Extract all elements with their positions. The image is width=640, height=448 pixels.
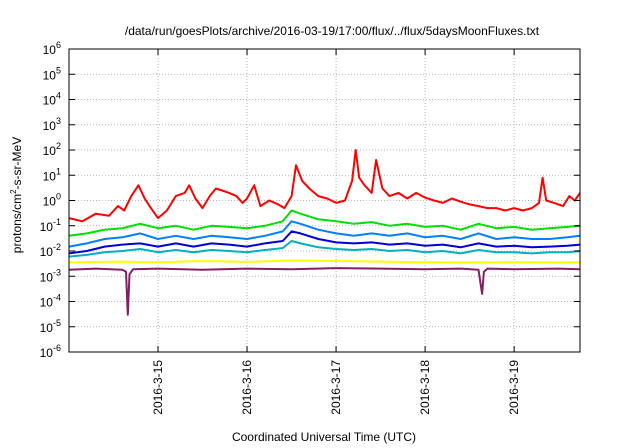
y-tick-label: 10-5: [40, 318, 61, 335]
y-tick-label: 101: [43, 166, 61, 183]
x-tick-label: 2016-3-18: [418, 360, 432, 415]
y-axis-label-base: protons/cm: [10, 194, 24, 253]
y-tick-label: 10-1: [40, 217, 61, 234]
x-tick-label: 2016-3-16: [240, 360, 254, 415]
series-line-2: [68, 209, 581, 237]
y-tick-label: 10-4: [40, 293, 61, 310]
y-tick-label: 10-3: [40, 267, 61, 284]
y-tick-label: 102: [43, 141, 61, 158]
x-tick-label: 2016-3-17: [329, 360, 343, 415]
y-ticks: 10-6 10-5 10-4 10-3 10-2 10-1 100 101 102 103 104 1…: [40, 40, 580, 360]
x-ticks: 2016-3-15 2016-3-16 2016-3-17 2016-3-18 2016…: [151, 49, 521, 415]
y-tick-label: 105: [43, 65, 61, 82]
grid-lines: [69, 49, 580, 352]
series-line-6: [68, 259, 581, 264]
x-tick-label: 2016-3-15: [151, 360, 165, 415]
chart-title: /data/run/goesPlots/archive/2016-03-19/1…: [125, 24, 540, 38]
series-line-1: [68, 149, 581, 223]
x-tick-label: 2016-3-19: [507, 360, 521, 415]
y-tick-label: 100: [43, 192, 61, 209]
x-axis-label: Coordinated Universal Time (UTC): [232, 430, 416, 444]
y-tick-label: 10-2: [40, 242, 61, 259]
y-tick-label: 106: [43, 40, 61, 57]
series-line-7: [68, 267, 581, 316]
y-tick-label: 104: [43, 91, 61, 108]
series-line-3: [68, 220, 581, 248]
series-group: [68, 149, 581, 316]
y-tick-label: 103: [43, 116, 61, 133]
y-tick-label: 10-6: [40, 343, 61, 360]
y-axis-label: protons/cm2-s-sr-MeV: [9, 137, 24, 253]
series-line-5: [68, 240, 581, 258]
y-axis-label-rest: -s-sr-MeV: [10, 137, 24, 190]
y-axis-label-sup: 2: [9, 189, 18, 194]
series-line-4: [68, 230, 581, 255]
